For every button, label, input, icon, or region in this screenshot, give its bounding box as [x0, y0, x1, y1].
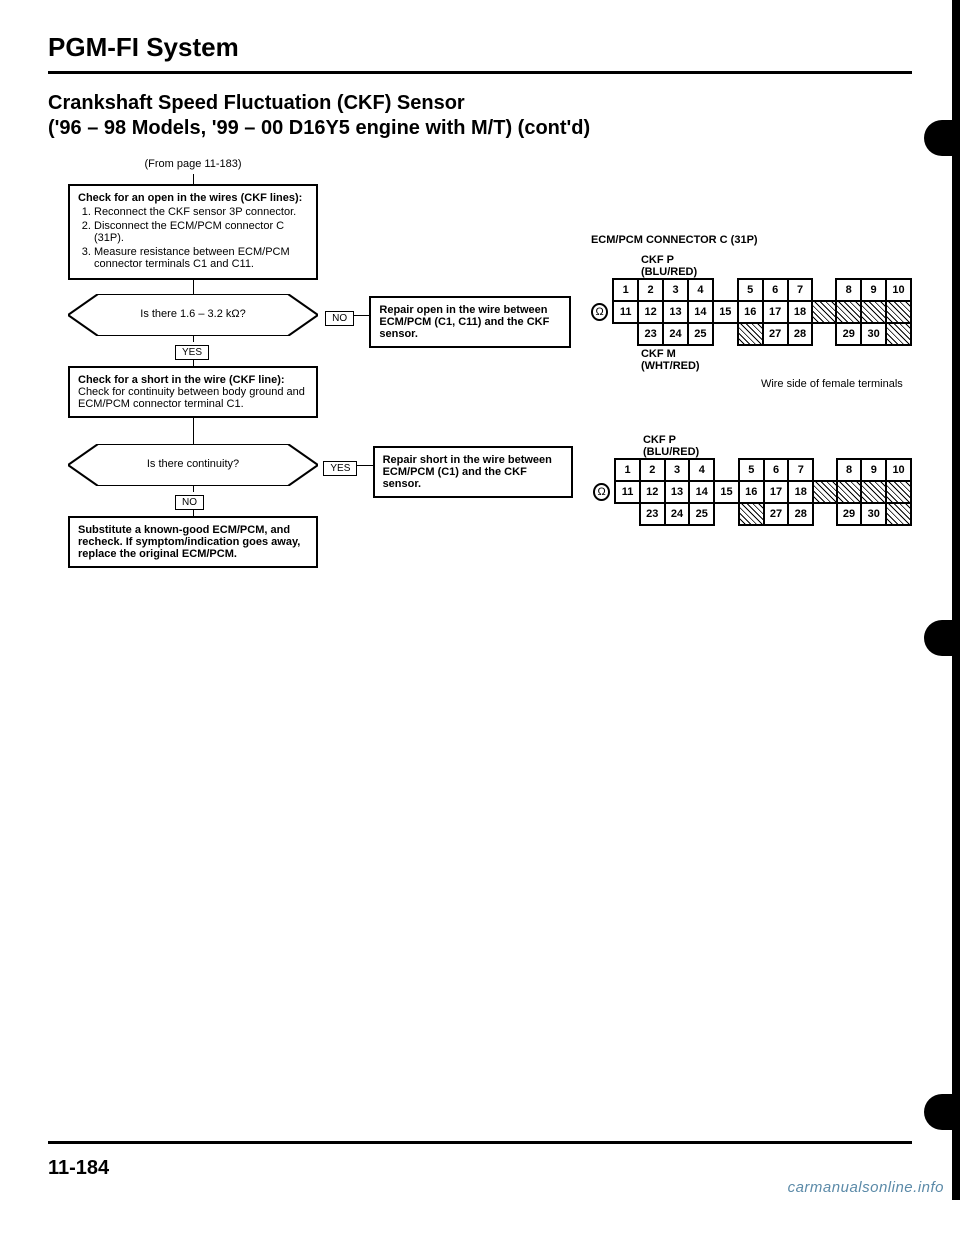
- repair-short-box: Repair short in the wire between ECM/PCM…: [373, 446, 573, 498]
- ohm-icon: Ω: [591, 303, 608, 321]
- binder-tab: [924, 1094, 960, 1130]
- connector-title: ECM/PCM CONNECTOR C (31P): [591, 234, 912, 246]
- wire-side-note: Wire side of female terminals: [761, 378, 912, 390]
- check-short-box: Check for a short in the wire (CKF line)…: [68, 366, 318, 418]
- check-open-step: Reconnect the CKF sensor 3P connector.: [94, 206, 308, 218]
- ckf-p-color: (BLU/RED): [641, 266, 697, 278]
- ckf-p-label: CKF P: [641, 254, 674, 266]
- no-label: NO: [325, 311, 354, 326]
- watermark: carmanualsonline.info: [788, 1179, 944, 1196]
- connector-grid-1: 1234567891011121314151617182324252728293…: [612, 278, 912, 346]
- system-title: PGM-FI System: [48, 32, 912, 63]
- ckf-p-label-2: CKF P: [643, 434, 676, 446]
- resistance-question: Is there 1.6 – 3.2 kΩ?: [68, 308, 318, 320]
- check-open-step: Measure resistance between ECM/PCM conne…: [94, 246, 308, 270]
- binder-tab: [924, 120, 960, 156]
- ohm-icon: Ω: [593, 483, 610, 501]
- continuity-decision: Is there continuity?: [68, 444, 318, 486]
- check-short-heading: Check for a short in the wire (CKF line)…: [78, 374, 285, 386]
- substitute-box: Substitute a known-good ECM/PCM, and rec…: [68, 516, 318, 568]
- subtitle-1: Crankshaft Speed Fluctuation (CKF) Senso…: [48, 92, 912, 115]
- resistance-decision: Is there 1.6 – 3.2 kΩ?: [68, 294, 318, 336]
- from-page-ref: (From page 11-183): [68, 158, 318, 170]
- yes-label: YES: [175, 345, 209, 360]
- no-label-2: NO: [175, 495, 204, 510]
- check-open-step: Disconnect the ECM/PCM connector C (31P)…: [94, 220, 308, 244]
- repair-open-box: Repair open in the wire between ECM/PCM …: [369, 296, 571, 348]
- divider-bottom: [48, 1141, 912, 1144]
- yes-label-2: YES: [323, 461, 357, 476]
- continuity-question: Is there continuity?: [68, 458, 318, 470]
- subtitle-2: ('96 – 98 Models, '99 – 00 D16Y5 engine …: [48, 117, 912, 140]
- ckf-m-label: CKF M: [641, 348, 676, 360]
- connector-grid-2: 1234567891011121314151617182324252728293…: [614, 458, 912, 526]
- ckf-m-color: (WHT/RED): [641, 360, 700, 372]
- divider-top: [48, 71, 912, 74]
- check-open-heading: Check for an open in the wires (CKF line…: [78, 192, 302, 204]
- ckf-p-color-2: (BLU/RED): [643, 446, 699, 458]
- page-number: 11-184: [48, 1157, 109, 1180]
- check-open-box: Check for an open in the wires (CKF line…: [68, 184, 318, 280]
- binder-tab: [924, 620, 960, 656]
- check-short-body: Check for continuity between body ground…: [78, 386, 305, 410]
